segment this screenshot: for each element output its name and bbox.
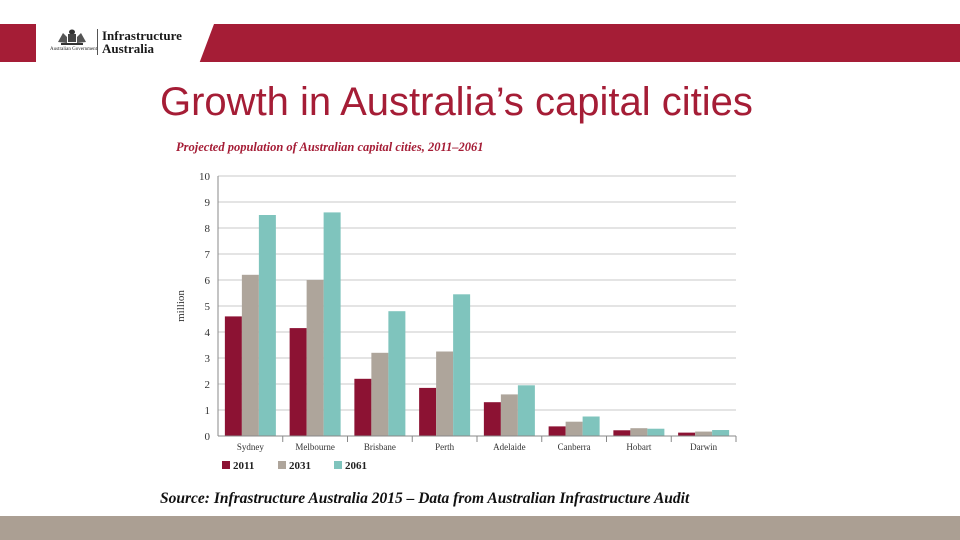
bar-2031-hobart bbox=[630, 428, 648, 436]
bar-2061-darwin bbox=[712, 430, 730, 436]
y-tick-label: 8 bbox=[205, 223, 211, 235]
brand-line-1: Infrastructure bbox=[102, 28, 182, 43]
population-bar-chart: Projected population of Australian capit… bbox=[175, 140, 737, 472]
bar-2031-brisbane bbox=[371, 352, 389, 436]
legend-label: 2011 bbox=[233, 460, 254, 472]
chart-title: Projected population of Australian capit… bbox=[176, 140, 484, 154]
x-tick-label: Melbourne bbox=[295, 442, 335, 452]
y-tick-label: 3 bbox=[205, 353, 211, 365]
x-tick-label: Sydney bbox=[237, 442, 265, 452]
bar-2031-sydney bbox=[241, 274, 259, 436]
footer-band bbox=[0, 516, 960, 540]
y-tick-label: 1 bbox=[205, 405, 211, 417]
bar-2011-darwin bbox=[678, 432, 696, 436]
y-tick-label: 7 bbox=[205, 249, 211, 261]
bar-2011-brisbane bbox=[354, 378, 372, 436]
bar-2061-brisbane bbox=[388, 311, 406, 436]
source-note: Source: Infrastructure Australia 2015 – … bbox=[160, 490, 690, 507]
x-tick-label: Canberra bbox=[558, 442, 591, 452]
gov-label: Australian Government bbox=[50, 47, 98, 52]
legend-swatch bbox=[334, 461, 342, 469]
legend-swatch bbox=[222, 461, 230, 469]
bar-2061-sydney bbox=[258, 215, 276, 436]
chart-container: Projected population of Australian capit… bbox=[160, 134, 760, 484]
legend-swatch bbox=[278, 461, 286, 469]
bar-2031-perth bbox=[436, 351, 454, 436]
coat-of-arms-icon bbox=[58, 29, 86, 45]
logo-divider bbox=[97, 29, 98, 55]
y-tick-label: 0 bbox=[205, 431, 211, 443]
x-tick-label: Brisbane bbox=[364, 442, 396, 452]
bar-2011-adelaide bbox=[483, 402, 501, 436]
y-axis-label: million bbox=[175, 290, 187, 322]
bar-2031-darwin bbox=[695, 431, 713, 436]
x-tick-label: Darwin bbox=[690, 442, 717, 452]
y-tick-label: 10 bbox=[199, 171, 211, 183]
bar-2031-canberra bbox=[565, 421, 583, 436]
y-tick-label: 2 bbox=[205, 379, 211, 391]
y-tick-label: 6 bbox=[205, 275, 211, 287]
y-tick-label: 4 bbox=[205, 327, 211, 339]
y-tick-label: 5 bbox=[205, 301, 211, 313]
bar-2061-perth bbox=[453, 294, 471, 436]
brand-line-2: Australia bbox=[102, 41, 154, 56]
y-tick-label: 9 bbox=[205, 197, 211, 209]
bar-2011-melbourne bbox=[289, 328, 307, 436]
bar-2061-melbourne bbox=[323, 212, 341, 436]
legend-label: 2061 bbox=[345, 460, 367, 472]
bar-2061-adelaide bbox=[517, 385, 535, 436]
bar-2061-hobart bbox=[647, 428, 665, 436]
bar-2011-perth bbox=[419, 387, 437, 436]
x-tick-label: Adelaide bbox=[493, 442, 525, 452]
x-tick-label: Hobart bbox=[626, 442, 651, 452]
bar-2011-sydney bbox=[224, 316, 242, 436]
bar-2031-adelaide bbox=[500, 394, 518, 436]
slide-title: Growth in Australia’s capital cities bbox=[160, 80, 753, 124]
bar-2011-hobart bbox=[613, 430, 631, 436]
bar-2031-melbourne bbox=[306, 280, 324, 436]
x-tick-label: Perth bbox=[435, 442, 454, 452]
bar-2061-canberra bbox=[582, 416, 600, 436]
legend-label: 2031 bbox=[289, 460, 311, 472]
bar-2011-canberra bbox=[548, 426, 566, 436]
